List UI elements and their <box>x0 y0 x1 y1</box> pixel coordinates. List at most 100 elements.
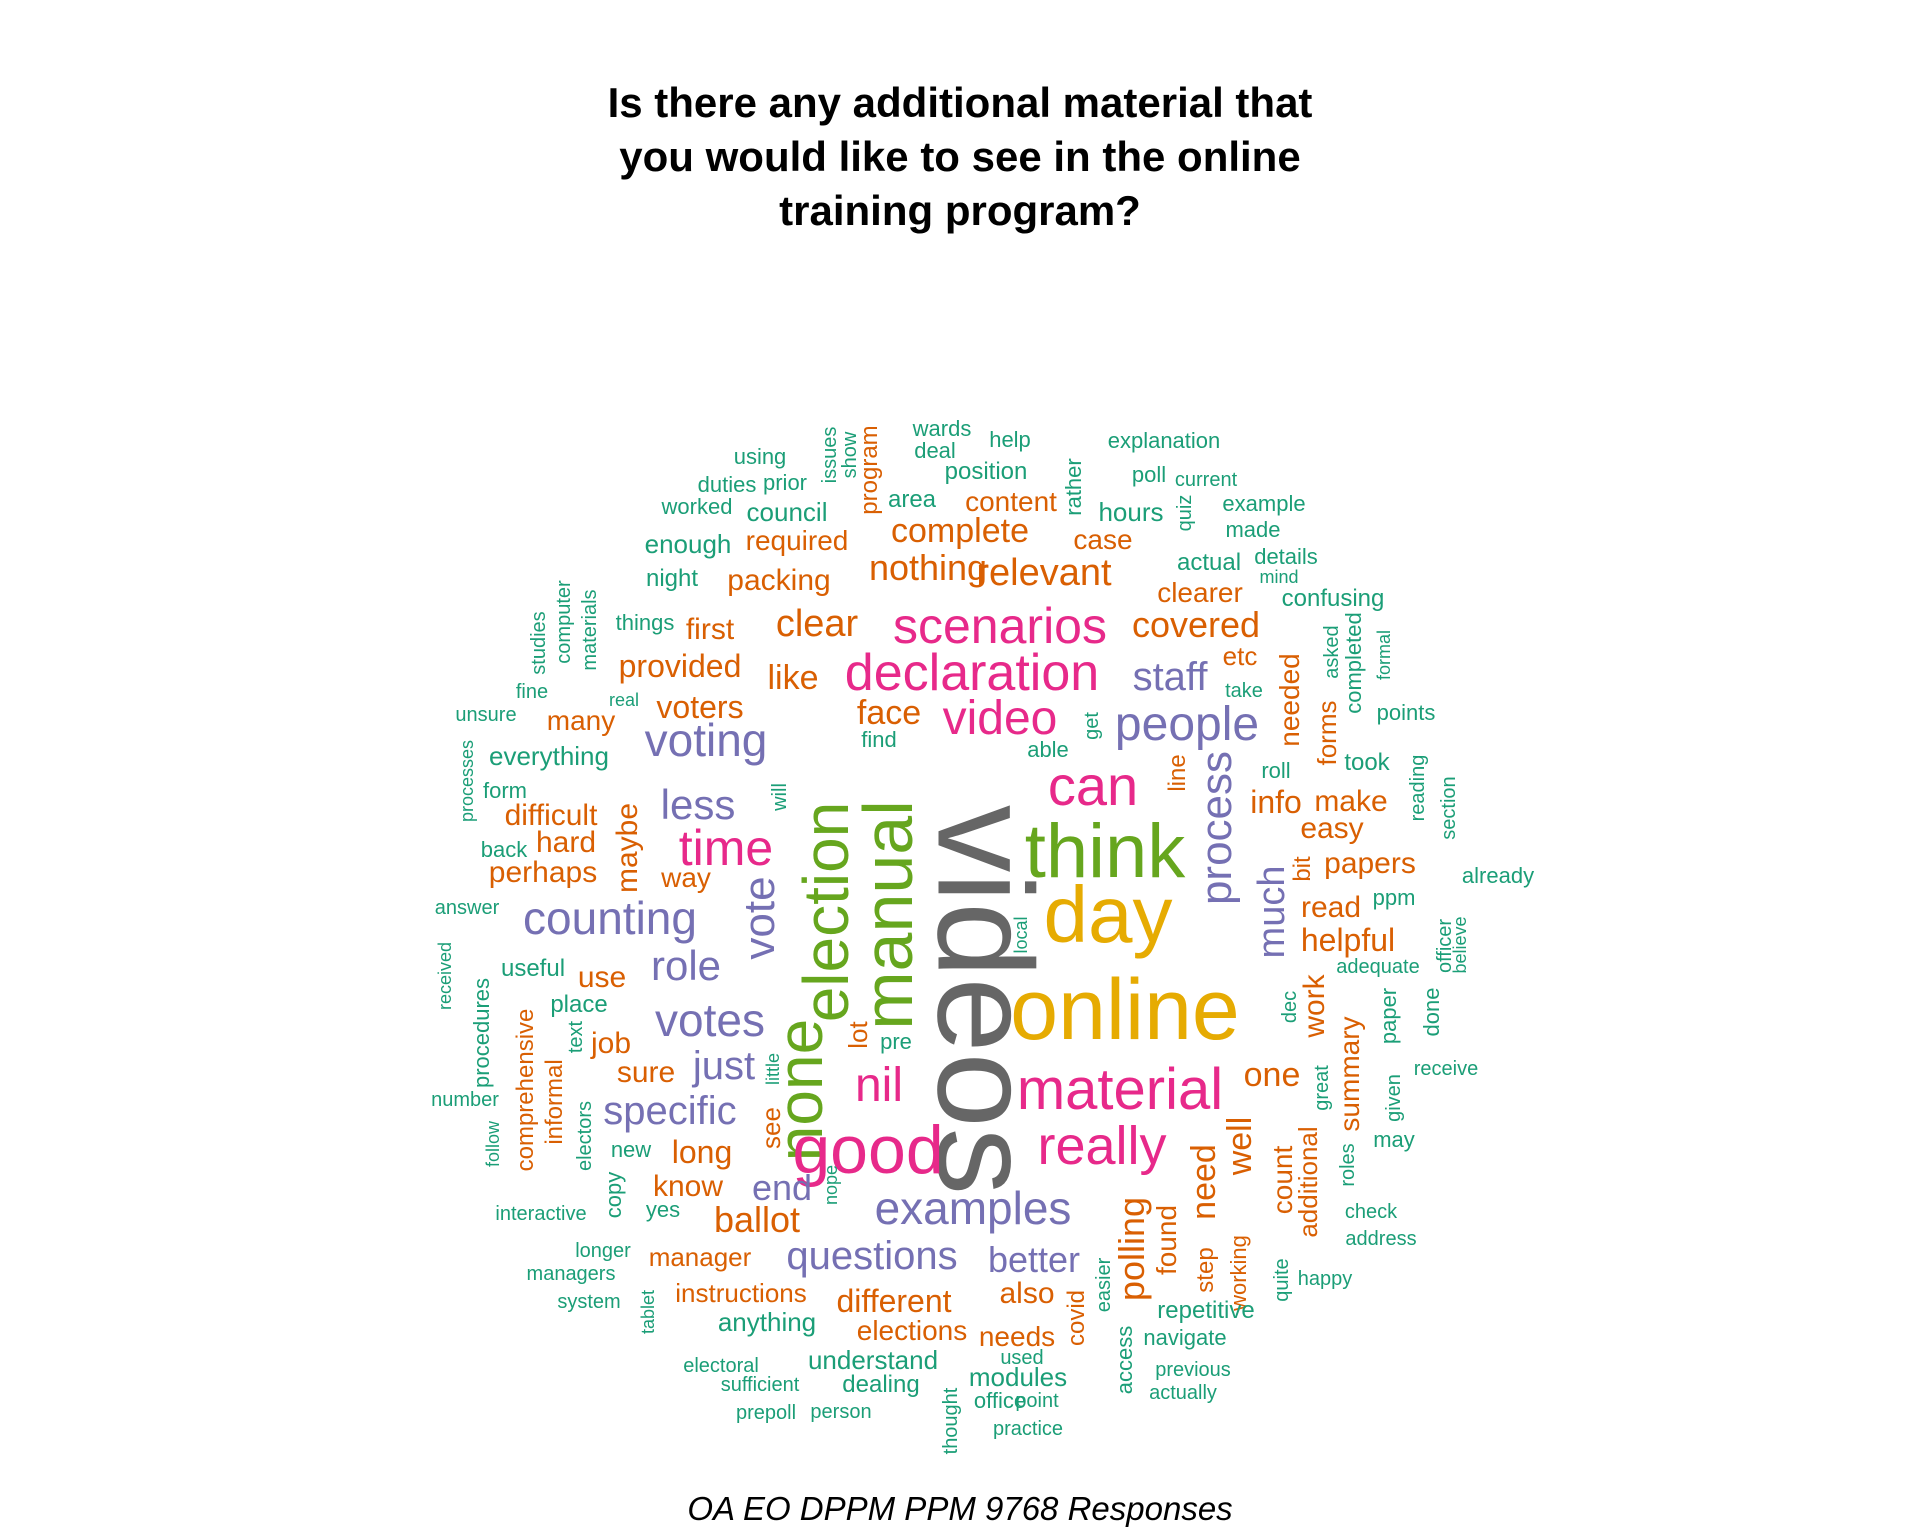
word-provided: provided <box>618 648 742 684</box>
word-end: end <box>751 1167 813 1208</box>
word-materials: materials <box>579 589 601 671</box>
word-counting: counting <box>523 892 697 944</box>
word-using: using <box>733 444 787 469</box>
word-covered: covered <box>1131 604 1261 645</box>
word-help: help <box>989 427 1031 452</box>
word-point: point <box>1015 1390 1059 1412</box>
word-easy: easy <box>1300 812 1364 845</box>
word-repetitive: repetitive <box>1157 1297 1255 1324</box>
word-position: position <box>944 458 1028 485</box>
word-content: content <box>965 486 1057 517</box>
word-already: already <box>1461 863 1535 888</box>
word-people: people <box>1114 698 1260 751</box>
word-processes: processes <box>457 739 477 823</box>
word-also: also <box>999 1277 1055 1310</box>
word-show: show <box>839 431 861 479</box>
word-managers: managers <box>526 1263 616 1285</box>
word-nil: nil <box>854 1059 904 1112</box>
word-difficult: difficult <box>504 799 598 832</box>
word-questions: questions <box>786 1234 958 1278</box>
word-completed: completed <box>1341 612 1366 714</box>
word-little: little <box>763 1052 783 1086</box>
word-clearer: clearer <box>1157 577 1243 608</box>
word-elections: elections <box>856 1315 968 1346</box>
word-get: get <box>1081 712 1103 740</box>
word-electors: electors <box>574 1100 596 1172</box>
word-longer: longer <box>575 1240 631 1262</box>
word-polling: polling <box>1111 1196 1152 1302</box>
word-person: person <box>810 1401 872 1423</box>
word-new: new <box>610 1137 652 1162</box>
word-required: required <box>745 525 849 556</box>
word-forms: forms <box>1312 700 1342 766</box>
word-etc: etc <box>1222 641 1258 671</box>
word-night: night <box>645 565 699 592</box>
word-process: process <box>1192 750 1241 906</box>
word-given: given <box>1383 1074 1405 1122</box>
word-area: area <box>887 486 937 513</box>
word-well: well <box>1221 1116 1259 1176</box>
word-things: things <box>615 610 675 635</box>
word-dealing: dealing <box>842 1371 920 1398</box>
word-material: material <box>1016 1057 1224 1122</box>
word-time: time <box>678 820 774 876</box>
word-office: office <box>973 1388 1027 1413</box>
word-like: like <box>767 659 819 697</box>
word-receive: receive <box>1413 1058 1479 1080</box>
word-fine: fine <box>515 681 549 703</box>
word-packing: packing <box>727 564 831 597</box>
word-less: less <box>660 781 736 828</box>
word-found: found <box>1151 1204 1182 1276</box>
word-use: use <box>577 961 627 994</box>
word-made: made <box>1225 517 1281 542</box>
word-know: know <box>652 1170 724 1203</box>
word-complete: complete <box>891 512 1029 550</box>
word-nothing: nothing <box>868 547 988 588</box>
word-received: received <box>435 941 455 1011</box>
word-access: access <box>1112 1325 1137 1395</box>
word-confusing: confusing <box>1281 585 1385 612</box>
word-rather: rather <box>1061 458 1086 516</box>
word-one: one <box>1243 1056 1301 1094</box>
word-day: day <box>1043 870 1173 959</box>
word-take: take <box>1225 680 1263 702</box>
word-sure: sure <box>616 1056 676 1089</box>
word-program: program <box>856 425 883 515</box>
word-role: role <box>650 942 722 989</box>
word-real: real <box>608 690 640 710</box>
word-enough: enough <box>644 529 732 559</box>
word-roles: roles <box>1337 1143 1359 1187</box>
word-papers: papers <box>1324 847 1416 880</box>
word-anything: anything <box>717 1307 817 1337</box>
word-done: done <box>1419 987 1444 1037</box>
word-duties: duties <box>697 472 757 497</box>
word-follow: follow <box>483 1120 503 1168</box>
word-really: really <box>1037 1116 1167 1176</box>
word-much: much <box>1251 865 1293 959</box>
word-way: way <box>661 862 711 893</box>
word-hours: hours <box>1098 497 1164 527</box>
word-navigate: navigate <box>1143 1325 1227 1350</box>
word-asked: asked <box>1321 625 1343 679</box>
word-actual: actual <box>1176 549 1242 576</box>
word-reading: reading <box>1407 754 1429 822</box>
word-maybe: maybe <box>611 802 644 894</box>
word-lot: lot <box>843 1021 873 1049</box>
word-prepoll: prepoll <box>735 1402 797 1424</box>
word-details: details <box>1254 544 1318 569</box>
word-actually: actually <box>1149 1382 1217 1404</box>
title-line-3: training program? <box>779 187 1141 234</box>
word-tablet: tablet <box>638 1289 658 1335</box>
word-manager: manager <box>648 1242 752 1272</box>
word-additional: additional <box>1293 1126 1323 1238</box>
word-understand: understand <box>807 1345 939 1375</box>
word-roll: roll <box>1261 758 1291 783</box>
word-formal: formal <box>1374 629 1394 681</box>
word-relevant: relevant <box>976 552 1112 594</box>
word-ppm: ppm <box>1372 885 1416 910</box>
word-staff: staff <box>1132 655 1208 699</box>
word-poll: poll <box>1131 462 1167 487</box>
word-explanation: explanation <box>1107 428 1221 453</box>
word-issues: issues <box>819 426 841 484</box>
word-nope: nope <box>821 1164 841 1206</box>
